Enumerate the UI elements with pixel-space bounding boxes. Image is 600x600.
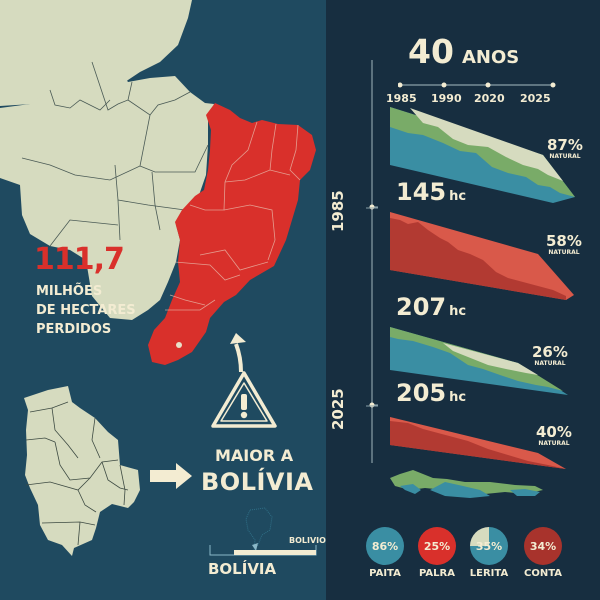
band-pct-1-value: 87% (547, 136, 583, 154)
vertical-year-start: 1985 (329, 190, 347, 232)
timeline-year-1: 1985 (386, 92, 417, 105)
pie-label-lerita: LERITA (469, 568, 509, 579)
band-pct-4-value: 40% (536, 423, 572, 441)
left-panel: 111,7 MILHÕES DE HECTARES PERDIDOS MAIOR… (0, 0, 326, 578)
band-pct-1-label: NATURAL (549, 153, 581, 160)
timeline-year-3: 2020 (474, 92, 505, 105)
band-pct-1: 87% NATURAL (547, 136, 583, 160)
scale-label: BOLÍVIA (208, 560, 277, 578)
band-pct-3: 26% NATURAL (532, 343, 568, 367)
loss-band-1 (390, 212, 574, 300)
band-pct-2-label: NATURAL (548, 249, 580, 256)
pie-palra-value: 25% (423, 539, 451, 553)
tick-2025 (366, 405, 378, 407)
duration-number: 40 (408, 32, 454, 71)
pie-paita: 86% (366, 527, 404, 565)
pie-label-paita: PAITA (369, 568, 401, 579)
hectares-lost-value: 111,7 (34, 242, 125, 277)
band-pct-2-value: 58% (546, 232, 582, 250)
header-timeline (398, 82, 556, 88)
loss-band-2 (390, 417, 566, 469)
timeline-year-4: 2025 (520, 92, 551, 105)
pie-label-palra: PALRA (419, 568, 455, 579)
brazil-east-highlight-map (148, 103, 316, 365)
pie-lerita: 35% (470, 527, 508, 565)
pie-paita-value: 86% (371, 539, 399, 553)
tick-1985 (366, 207, 378, 209)
south-america-land-map (0, 0, 192, 106)
scale-bar (209, 545, 317, 556)
hectares-lost-label: MILHÕES DE HECTARES PERDIDOS (36, 282, 136, 339)
band-value-3-number: 205 (396, 379, 447, 407)
band-value-3-unit: hc (449, 390, 467, 405)
comparison-text-line1: MAIOR A (215, 446, 294, 465)
timeline-year-2: 1990 (431, 92, 462, 105)
stat-label-line-3: PERDIDOS (36, 322, 112, 337)
brazil-west-map (0, 62, 214, 320)
pie-palra: 25% (418, 527, 456, 565)
band-value-2: 207 hc (396, 293, 466, 321)
band-value-2-number: 207 (396, 293, 447, 321)
pie-label-conta: CONTA (524, 568, 562, 579)
band-value-1: 145 hc (396, 178, 466, 206)
curved-arrow-up-icon (230, 333, 246, 372)
band-pct-3-value: 26% (532, 343, 568, 361)
band-pct-3-label: NATURAL (534, 360, 566, 367)
band-value-2-unit: hc (449, 304, 467, 319)
forest-band-2 (390, 327, 568, 395)
mini-map-silhouette (245, 507, 273, 552)
pie-lerita-value: 35% (475, 539, 503, 553)
band-pct-4-label: NATURAL (538, 440, 570, 447)
bolivia-map (24, 386, 140, 556)
band-pct-4: 40% NATURAL (536, 423, 572, 447)
forest-band-1985 (390, 107, 575, 203)
comparison-text-line2: BOLÍVIA (201, 468, 314, 496)
arrow-right-icon (150, 463, 192, 489)
maps-graphic (0, 0, 316, 556)
pie-conta-value: 34% (529, 539, 557, 553)
band-value-3: 205 hc (396, 379, 466, 407)
forest-silhouette-graphic (390, 470, 543, 498)
band-value-1-number: 145 (396, 178, 447, 206)
band-pct-2: 58% NATURAL (546, 232, 582, 256)
scale-tag: BOLIVIO (289, 536, 326, 545)
stat-label-line-2: DE HECTARES (36, 303, 136, 318)
vertical-year-end: 2025 (329, 388, 347, 430)
band-value-1-unit: hc (449, 189, 467, 204)
warning-icon (211, 371, 277, 428)
duration-unit: ANOS (462, 47, 520, 68)
stat-label-line-1: MILHÕES (36, 284, 103, 299)
pie-conta: 34% (524, 527, 562, 565)
